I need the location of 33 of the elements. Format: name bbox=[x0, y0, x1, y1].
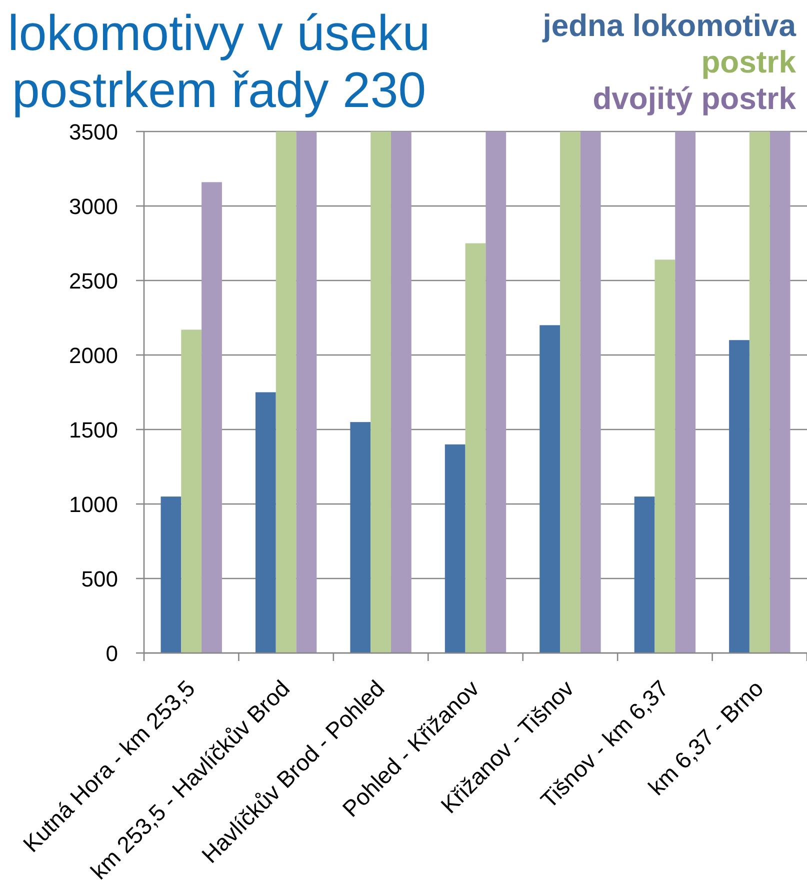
bar bbox=[181, 330, 202, 653]
bar bbox=[350, 422, 371, 653]
bar bbox=[202, 182, 222, 653]
y-tick-label: 1500 bbox=[69, 417, 118, 442]
bar bbox=[444, 444, 466, 653]
y-tick-label: 2000 bbox=[69, 342, 118, 368]
y-tick-label: 1000 bbox=[69, 492, 118, 517]
bar bbox=[654, 260, 676, 653]
bar bbox=[729, 340, 750, 653]
bar bbox=[390, 132, 412, 653]
bar bbox=[580, 132, 601, 653]
series-label: postrk bbox=[701, 44, 797, 80]
y-tick-label: 500 bbox=[81, 566, 118, 592]
y-tick-label: 3000 bbox=[69, 194, 118, 219]
chart-title: lokomotivy v úseku postrkem řady 230 bbox=[8, 5, 430, 118]
bar bbox=[749, 132, 770, 653]
y-tick-label: 3500 bbox=[69, 119, 118, 144]
bar bbox=[634, 496, 655, 653]
bar bbox=[465, 243, 486, 653]
bar bbox=[296, 132, 317, 653]
bar bbox=[770, 132, 790, 653]
bar bbox=[486, 132, 506, 653]
text: jedna lokomotiva bbox=[542, 8, 797, 43]
bar bbox=[560, 132, 580, 653]
bar bbox=[276, 132, 296, 653]
bar bbox=[255, 392, 276, 653]
y-tick-label: 0 bbox=[106, 640, 118, 666]
bar bbox=[160, 496, 182, 653]
series-label: dvojitý postrk bbox=[592, 81, 797, 116]
bar bbox=[370, 132, 391, 653]
bar bbox=[540, 325, 560, 653]
bar bbox=[675, 132, 696, 653]
y-tick-label: 2500 bbox=[69, 268, 118, 294]
